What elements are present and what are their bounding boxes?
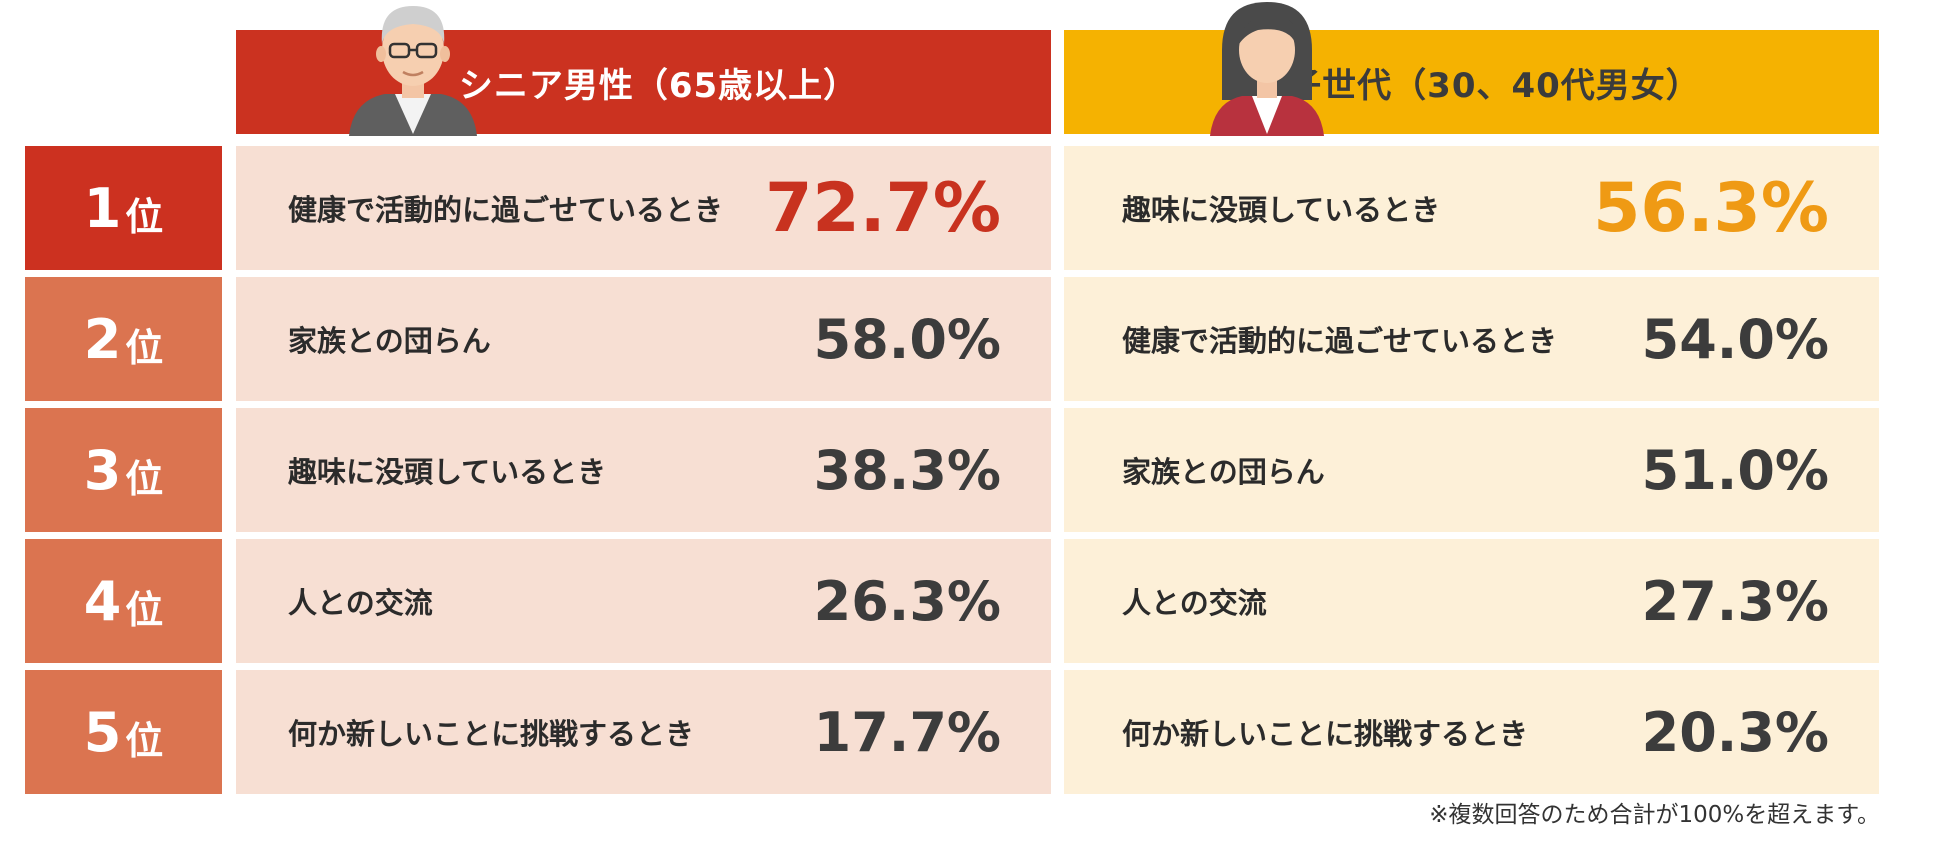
child-item-label: 家族との団らん: [1122, 455, 1325, 489]
child-item-label: 趣味に没頭しているとき: [1122, 193, 1441, 227]
child-item-value: 51.0%: [1641, 438, 1829, 502]
senior-row-5: 何か新しいことに挑戦するとき 17.7%: [236, 670, 1051, 794]
child-item-value: 27.3%: [1641, 569, 1829, 633]
rank-number: 3: [83, 438, 122, 502]
senior-item-label: 何か新しいことに挑戦するとき: [288, 717, 695, 751]
rank-number: 2: [83, 307, 122, 371]
rank-1: 1 位: [25, 146, 222, 270]
senior-item-label: 健康で活動的に過ごせているとき: [288, 193, 724, 227]
child-header: 子世代（30、40代男女）: [1064, 30, 1879, 134]
senior-man-icon: [349, 6, 477, 136]
senior-row-2: 家族との団らん 58.0%: [236, 277, 1051, 401]
rank-5: 5 位: [25, 670, 222, 794]
rank-suffix: 位: [125, 718, 164, 763]
senior-row-3: 趣味に没頭しているとき 38.3%: [236, 408, 1051, 532]
senior-item-value: 38.3%: [813, 438, 1001, 502]
rank-suffix: 位: [125, 194, 164, 239]
child-item-value: 54.0%: [1641, 307, 1829, 371]
child-row-1: 趣味に没頭しているとき 56.3%: [1064, 146, 1879, 270]
rank-suffix: 位: [125, 587, 164, 632]
child-item-label: 何か新しいことに挑戦するとき: [1122, 717, 1529, 751]
senior-item-label: 家族との団らん: [288, 324, 491, 358]
child-item-label: 健康で活動的に過ごせているとき: [1122, 324, 1558, 358]
rank-number: 1: [83, 176, 122, 240]
senior-item-value: 17.7%: [813, 700, 1001, 764]
footnote: ※複数回答のため合計が100%を超えます。: [1429, 802, 1880, 828]
rank-number: 5: [83, 700, 122, 764]
child-item-value: 20.3%: [1641, 700, 1829, 764]
child-row-3: 家族との団らん 51.0%: [1064, 408, 1879, 532]
senior-header-label: シニア男性（65歳以上）: [458, 65, 859, 106]
child-row-4: 人との交流 27.3%: [1064, 539, 1879, 663]
adult-woman-icon: [1210, 2, 1324, 136]
rank-2: 2 位: [25, 277, 222, 401]
rank-3: 3 位: [25, 408, 222, 532]
senior-item-label: 趣味に没頭しているとき: [288, 455, 607, 489]
child-header-label: 子世代（30、40代男女）: [1287, 65, 1701, 106]
senior-item-value: 72.7%: [765, 168, 1001, 248]
senior-item-label: 人との交流: [288, 586, 433, 620]
child-item-value: 56.3%: [1593, 168, 1829, 248]
senior-row-4: 人との交流 26.3%: [236, 539, 1051, 663]
senior-item-value: 26.3%: [813, 569, 1001, 633]
child-row-2: 健康で活動的に過ごせているとき 54.0%: [1064, 277, 1879, 401]
child-row-5: 何か新しいことに挑戦するとき 20.3%: [1064, 670, 1879, 794]
rank-suffix: 位: [125, 456, 164, 501]
child-item-label: 人との交流: [1122, 586, 1267, 620]
rank-suffix: 位: [125, 325, 164, 370]
rank-number: 4: [83, 569, 122, 633]
rank-4: 4 位: [25, 539, 222, 663]
senior-item-value: 58.0%: [813, 307, 1001, 371]
senior-row-1: 健康で活動的に過ごせているとき 72.7%: [236, 146, 1051, 270]
